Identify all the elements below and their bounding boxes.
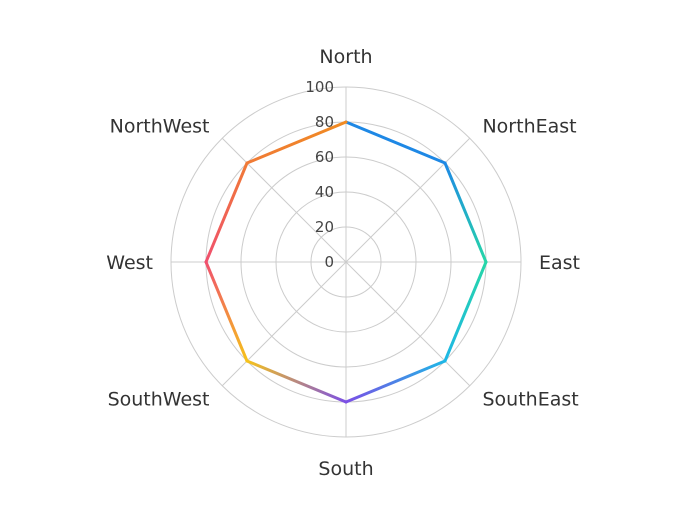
radial-tick-label: 40 (315, 183, 334, 201)
series-segment-east-to-southeast (443, 260, 488, 363)
category-label-northeast: NorthEast (482, 116, 576, 138)
series-segment-southwest-to-west (204, 260, 249, 363)
spoke-southwest (221, 261, 347, 387)
spoke-northwest (221, 137, 347, 263)
series-segment-west-to-northwest (204, 161, 249, 264)
series-segment-northeast-to-east (443, 161, 488, 264)
radial-tick-labels: 0 20 40 60 80 100 (305, 78, 334, 271)
radial-tick-label: 100 (305, 78, 334, 96)
category-labels: North NorthEast East SouthEast South SouthWes… (106, 46, 580, 480)
series-segment-northwest-to-north (245, 120, 348, 165)
radial-tick-label: 20 (315, 218, 334, 236)
radar-series (204, 120, 488, 404)
series-segment-southeast-to-south (344, 359, 447, 404)
spoke-southeast (345, 261, 471, 387)
spoke-northeast (345, 137, 471, 263)
radial-tick-label: 0 (324, 253, 334, 271)
category-label-west: West (106, 252, 153, 274)
category-label-northwest: NorthWest (110, 116, 210, 138)
radar-spokes (171, 87, 521, 437)
category-label-south: South (318, 458, 373, 480)
radial-tick-label: 80 (315, 113, 334, 131)
category-label-southwest: SouthWest (108, 388, 210, 410)
category-label-east: East (539, 252, 580, 274)
radial-tick-label: 60 (315, 148, 334, 166)
series-segment-south-to-southwest (245, 359, 348, 404)
series-segment-north-to-northeast (344, 120, 447, 165)
category-label-north: North (319, 46, 372, 68)
category-label-southeast: SouthEast (482, 388, 578, 410)
